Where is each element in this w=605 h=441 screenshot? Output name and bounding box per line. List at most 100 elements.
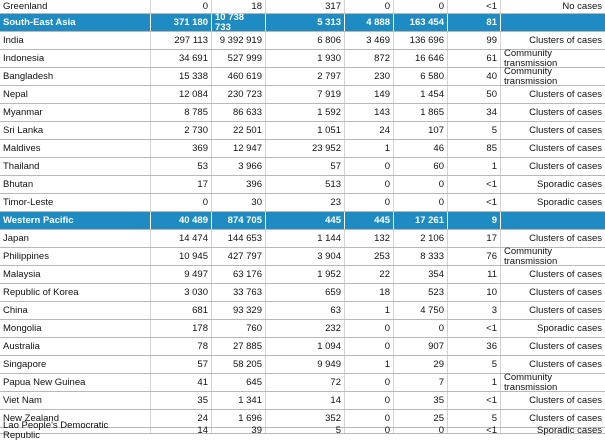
country-row: Sri Lanka 2 730 22 501 1 051 24 107 5 Clusters … (0, 122, 605, 140)
cell: 0 (345, 176, 394, 193)
cell: 6 580 (394, 68, 448, 85)
cell: 22 501 (212, 122, 266, 139)
cell: 1 (345, 356, 394, 373)
cell: 34 (448, 104, 501, 121)
country-row: Lao People's Democratic Republic 14 39 5 0 0 <… (0, 420, 605, 440)
cell: <1 (448, 194, 501, 211)
cell: 230 723 (212, 86, 266, 103)
cell: 1 094 (266, 338, 345, 355)
cell: 874 705 (212, 212, 266, 229)
cell: 0 (394, 320, 448, 337)
row-label: Lao People's Democratic Republic (0, 420, 151, 440)
cell: Community transmission (504, 371, 558, 393)
cell: 14 (266, 392, 345, 409)
row-label: Maldives (0, 140, 151, 157)
country-row: Thailand 53 3 966 57 0 60 1 Clusters of cases (0, 158, 605, 176)
cell: 149 (345, 86, 394, 103)
cell: 1 592 (266, 104, 345, 121)
cell: 1 341 (212, 392, 266, 409)
cell: 0 (151, 0, 212, 13)
cell: 35 (151, 392, 212, 409)
cell: Sporadic cases (537, 178, 602, 190)
country-row: Japan 14 474 144 653 1 144 132 2 106 17 Cluster… (0, 230, 605, 248)
cell: 1 (345, 140, 394, 157)
cell: 659 (266, 284, 345, 301)
cell: 86 633 (212, 104, 266, 121)
cell: 178 (151, 320, 212, 337)
country-row: Bangladesh 15 338 460 619 2 797 230 6 580 40 Co… (0, 66, 605, 86)
cell: Clusters of cases (529, 340, 602, 352)
cell: 93 329 (212, 302, 266, 319)
row-label: Thailand (0, 158, 151, 175)
cell: 369 (151, 140, 212, 157)
cell: 60 (394, 158, 448, 175)
cell: 645 (212, 374, 266, 391)
cell: 760 (212, 320, 266, 337)
cell: Clusters of cases (529, 304, 602, 316)
row-label: Malaysia (0, 266, 151, 283)
country-row: India 297 113 9 392 919 6 806 3 469 136 696 99… (0, 32, 605, 50)
cell: Clusters of cases (529, 268, 602, 280)
cell: 4 888 (345, 14, 394, 31)
cell: 40 489 (151, 212, 212, 229)
cell: 872 (345, 50, 394, 67)
cell: 513 (266, 176, 345, 193)
cell: 0 (345, 374, 394, 391)
cell: 0 (151, 194, 212, 211)
cell: 163 454 (394, 14, 448, 31)
cell: 40 (448, 68, 501, 85)
cell: 0 (345, 392, 394, 409)
cell: 2 797 (266, 68, 345, 85)
cell: 57 (266, 158, 345, 175)
cell: Clusters of cases (529, 394, 602, 406)
row-label: Indonesia (0, 50, 151, 67)
country-row: Republic of Korea 3 030 33 763 659 18 523 10 Cl… (0, 284, 605, 302)
cell: 76 (448, 248, 501, 265)
country-row: Maldives 369 12 947 23 952 1 46 85 Clusters of … (0, 140, 605, 158)
country-row: New Zealand 24 1 696 352 0 25 5 Clusters of cas… (0, 410, 605, 428)
cell: Clusters of cases (529, 34, 602, 46)
cell: 371 180 (151, 14, 212, 31)
cell: 3 030 (151, 284, 212, 301)
cell: 0 (394, 194, 448, 211)
cell: 427 797 (212, 248, 266, 265)
cell: 352 (266, 410, 345, 427)
country-row: China 681 93 329 63 1 4 750 3 Clusters of cases (0, 302, 605, 320)
country-row: Malaysia 9 497 63 176 1 952 22 354 11 Clusters … (0, 266, 605, 284)
cell: Clusters of cases (529, 412, 602, 424)
cell: 9 949 (266, 356, 345, 373)
cell: 527 999 (212, 50, 266, 67)
cell: Clusters of cases (529, 358, 602, 370)
cell: 10 738 733 (212, 12, 266, 32)
cell: 1 696 (212, 410, 266, 427)
cell: 5 (266, 425, 345, 435)
cell: Sporadic cases (537, 196, 602, 208)
cell: 46 (394, 140, 448, 157)
cell: 0 (345, 410, 394, 427)
cell: 18 (212, 0, 266, 13)
cell: 12 084 (151, 86, 212, 103)
cell: 17 (151, 176, 212, 193)
cell: 23 952 (266, 140, 345, 157)
cell: Clusters of cases (529, 142, 602, 154)
cell: 3 (448, 302, 501, 319)
cell: 0 (345, 194, 394, 211)
cell: 681 (151, 302, 212, 319)
row-label: Bhutan (0, 176, 151, 193)
cell: 11 (448, 266, 501, 283)
row-label: Papua New Guinea (0, 374, 151, 391)
cell: 0 (394, 0, 448, 13)
cell: 396 (212, 176, 266, 193)
cell: 5 (448, 356, 501, 373)
cell: 5 313 (266, 14, 345, 31)
country-row: Myanmar 8 785 86 633 1 592 143 1 865 34 Cluster… (0, 104, 605, 122)
cell: 5 (448, 410, 501, 427)
cell: <1 (448, 392, 501, 409)
cell: 58 205 (212, 356, 266, 373)
cell: 41 (151, 374, 212, 391)
cell: 15 338 (151, 68, 212, 85)
cell: 5 (448, 122, 501, 139)
cell: 7 919 (266, 86, 345, 103)
country-row: Mongolia 178 760 232 0 0 <1 Sporadic cases (0, 320, 605, 338)
